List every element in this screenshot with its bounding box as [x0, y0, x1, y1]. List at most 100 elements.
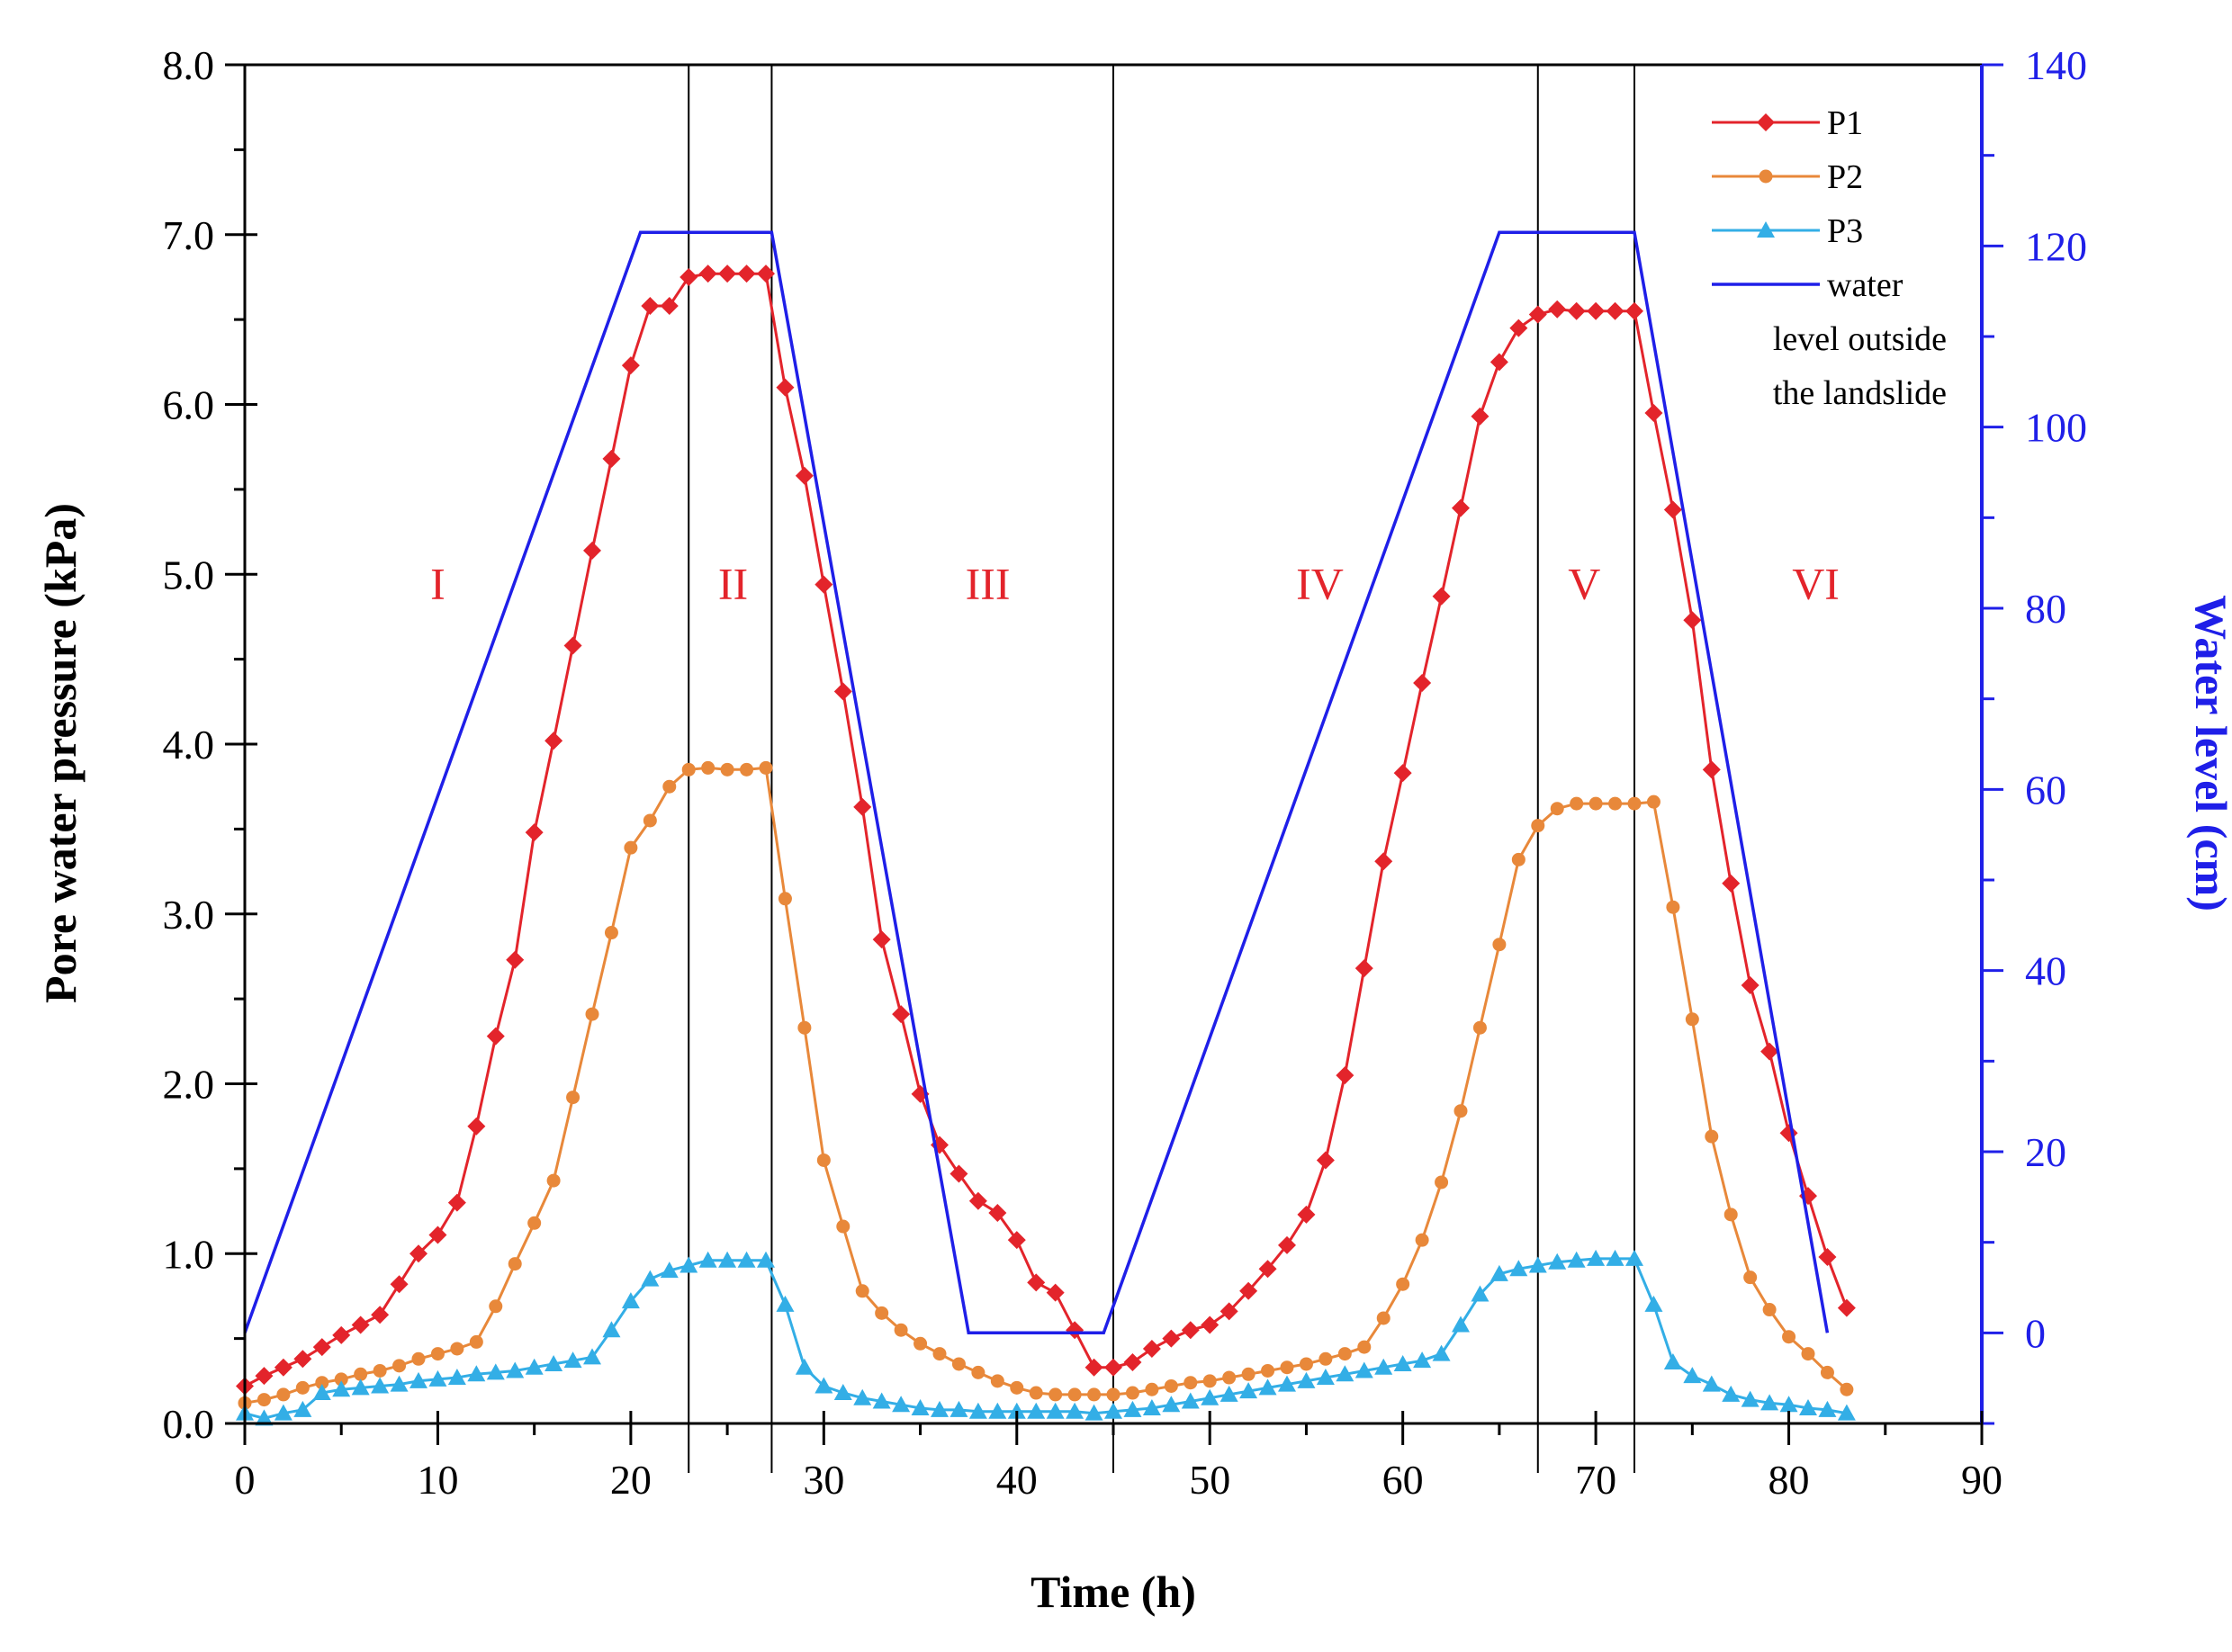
data-point: [1820, 1365, 1834, 1379]
data-point: [872, 1392, 891, 1409]
x-tick-label: 80: [1768, 1457, 1810, 1503]
data-point: [1413, 1351, 1432, 1369]
data-point: [1123, 1400, 1142, 1417]
x-tick-label: 0: [235, 1457, 256, 1503]
data-point: [914, 1336, 928, 1351]
data-point: [1644, 1295, 1663, 1312]
data-point: [1142, 1399, 1161, 1416]
data-point: [662, 779, 677, 794]
data-point: [1471, 1285, 1490, 1302]
data-point: [312, 1384, 331, 1401]
data-point: [968, 1191, 987, 1210]
data-point: [1413, 674, 1432, 693]
left-axis-ticks: 0.0 1.0 2.0 3.0 4.0 5.0 6.0 7.0 8.0: [163, 42, 257, 1447]
data-point: [1531, 819, 1545, 833]
data-point: [855, 1284, 869, 1298]
legend-swatch-marker: [1759, 169, 1773, 184]
data-point: [988, 1203, 1007, 1222]
data-point: [508, 1257, 522, 1271]
data-point: [951, 1357, 966, 1371]
data-point: [1490, 1264, 1508, 1281]
data-point: [1299, 1357, 1313, 1371]
data-point: [602, 1321, 621, 1338]
data-point: [1354, 1361, 1373, 1378]
legend-label: P2: [1827, 158, 1863, 196]
y2-tick-label: 120: [2025, 223, 2087, 269]
data-point: [332, 1380, 351, 1397]
data-point: [795, 466, 814, 485]
data-point: [740, 762, 754, 777]
data-point: [1779, 1124, 1798, 1143]
data-point: [410, 1371, 428, 1388]
data-point: [486, 1027, 505, 1046]
data-point: [776, 1295, 795, 1312]
data-point: [1567, 301, 1586, 320]
data-point: [797, 1020, 812, 1035]
data-point: [1145, 1382, 1159, 1396]
x-tick-label: 50: [1189, 1457, 1230, 1503]
data-point: [583, 1348, 601, 1365]
data-point: [1297, 1205, 1316, 1224]
data-point: [1220, 1385, 1238, 1402]
data-point: [1452, 498, 1470, 517]
data-point: [390, 1275, 409, 1294]
x-tick-label: 20: [610, 1457, 652, 1503]
data-point: [1336, 1066, 1354, 1085]
data-point: [1280, 1360, 1294, 1375]
data-point: [950, 1164, 968, 1183]
data-point: [853, 1388, 872, 1405]
data-point: [1741, 1390, 1760, 1407]
data-point: [1123, 1353, 1142, 1372]
data-point: [624, 840, 638, 855]
data-point: [1201, 1388, 1220, 1405]
x-tick-label: 40: [996, 1457, 1038, 1503]
stage-label: II: [718, 559, 748, 609]
data-point: [737, 1251, 756, 1268]
data-point: [1297, 1371, 1316, 1388]
stage-label: V: [1568, 559, 1600, 609]
data-point: [1354, 959, 1373, 978]
data-point: [604, 926, 618, 940]
stage-label: I: [430, 559, 446, 609]
data-point: [1396, 1277, 1410, 1291]
data-point: [293, 1350, 312, 1369]
data-point: [1782, 1330, 1796, 1344]
y-tick-label: 7.0: [163, 212, 215, 258]
data-point: [1702, 1375, 1721, 1392]
data-point: [968, 1402, 987, 1419]
data-point: [833, 1384, 852, 1401]
data-point: [1239, 1281, 1258, 1300]
legend-label: P1: [1827, 104, 1863, 142]
data-point: [525, 823, 544, 842]
data-point: [1528, 1256, 1547, 1273]
data-point: [1741, 976, 1760, 995]
data-point: [872, 930, 891, 949]
series-p1: [236, 265, 1856, 1396]
x-tick-label: 30: [803, 1457, 844, 1503]
data-point: [256, 1393, 271, 1407]
legend-label: P3: [1827, 212, 1863, 250]
data-point: [643, 813, 657, 828]
data-point: [795, 1358, 814, 1375]
data-point: [1588, 796, 1603, 811]
data-point: [1548, 300, 1567, 319]
data-point: [988, 1402, 1007, 1419]
data-point: [410, 1244, 428, 1263]
data-point: [1452, 1315, 1470, 1333]
data-point: [1007, 1402, 1026, 1419]
data-point: [1511, 852, 1526, 866]
data-point: [816, 1153, 831, 1167]
data-point: [1067, 1387, 1082, 1402]
data-point: [1181, 1392, 1200, 1409]
data-point: [621, 356, 640, 375]
y-tick-label: 2.0: [163, 1062, 215, 1108]
data-point: [1683, 1367, 1702, 1384]
data-point: [1316, 1151, 1335, 1170]
data-point: [1181, 1321, 1200, 1340]
data-point: [1760, 1394, 1779, 1411]
data-point: [814, 1377, 833, 1394]
x-tick-label: 60: [1382, 1457, 1424, 1503]
data-point: [566, 1091, 580, 1105]
data-point: [759, 760, 773, 775]
data-point: [1142, 1339, 1161, 1358]
